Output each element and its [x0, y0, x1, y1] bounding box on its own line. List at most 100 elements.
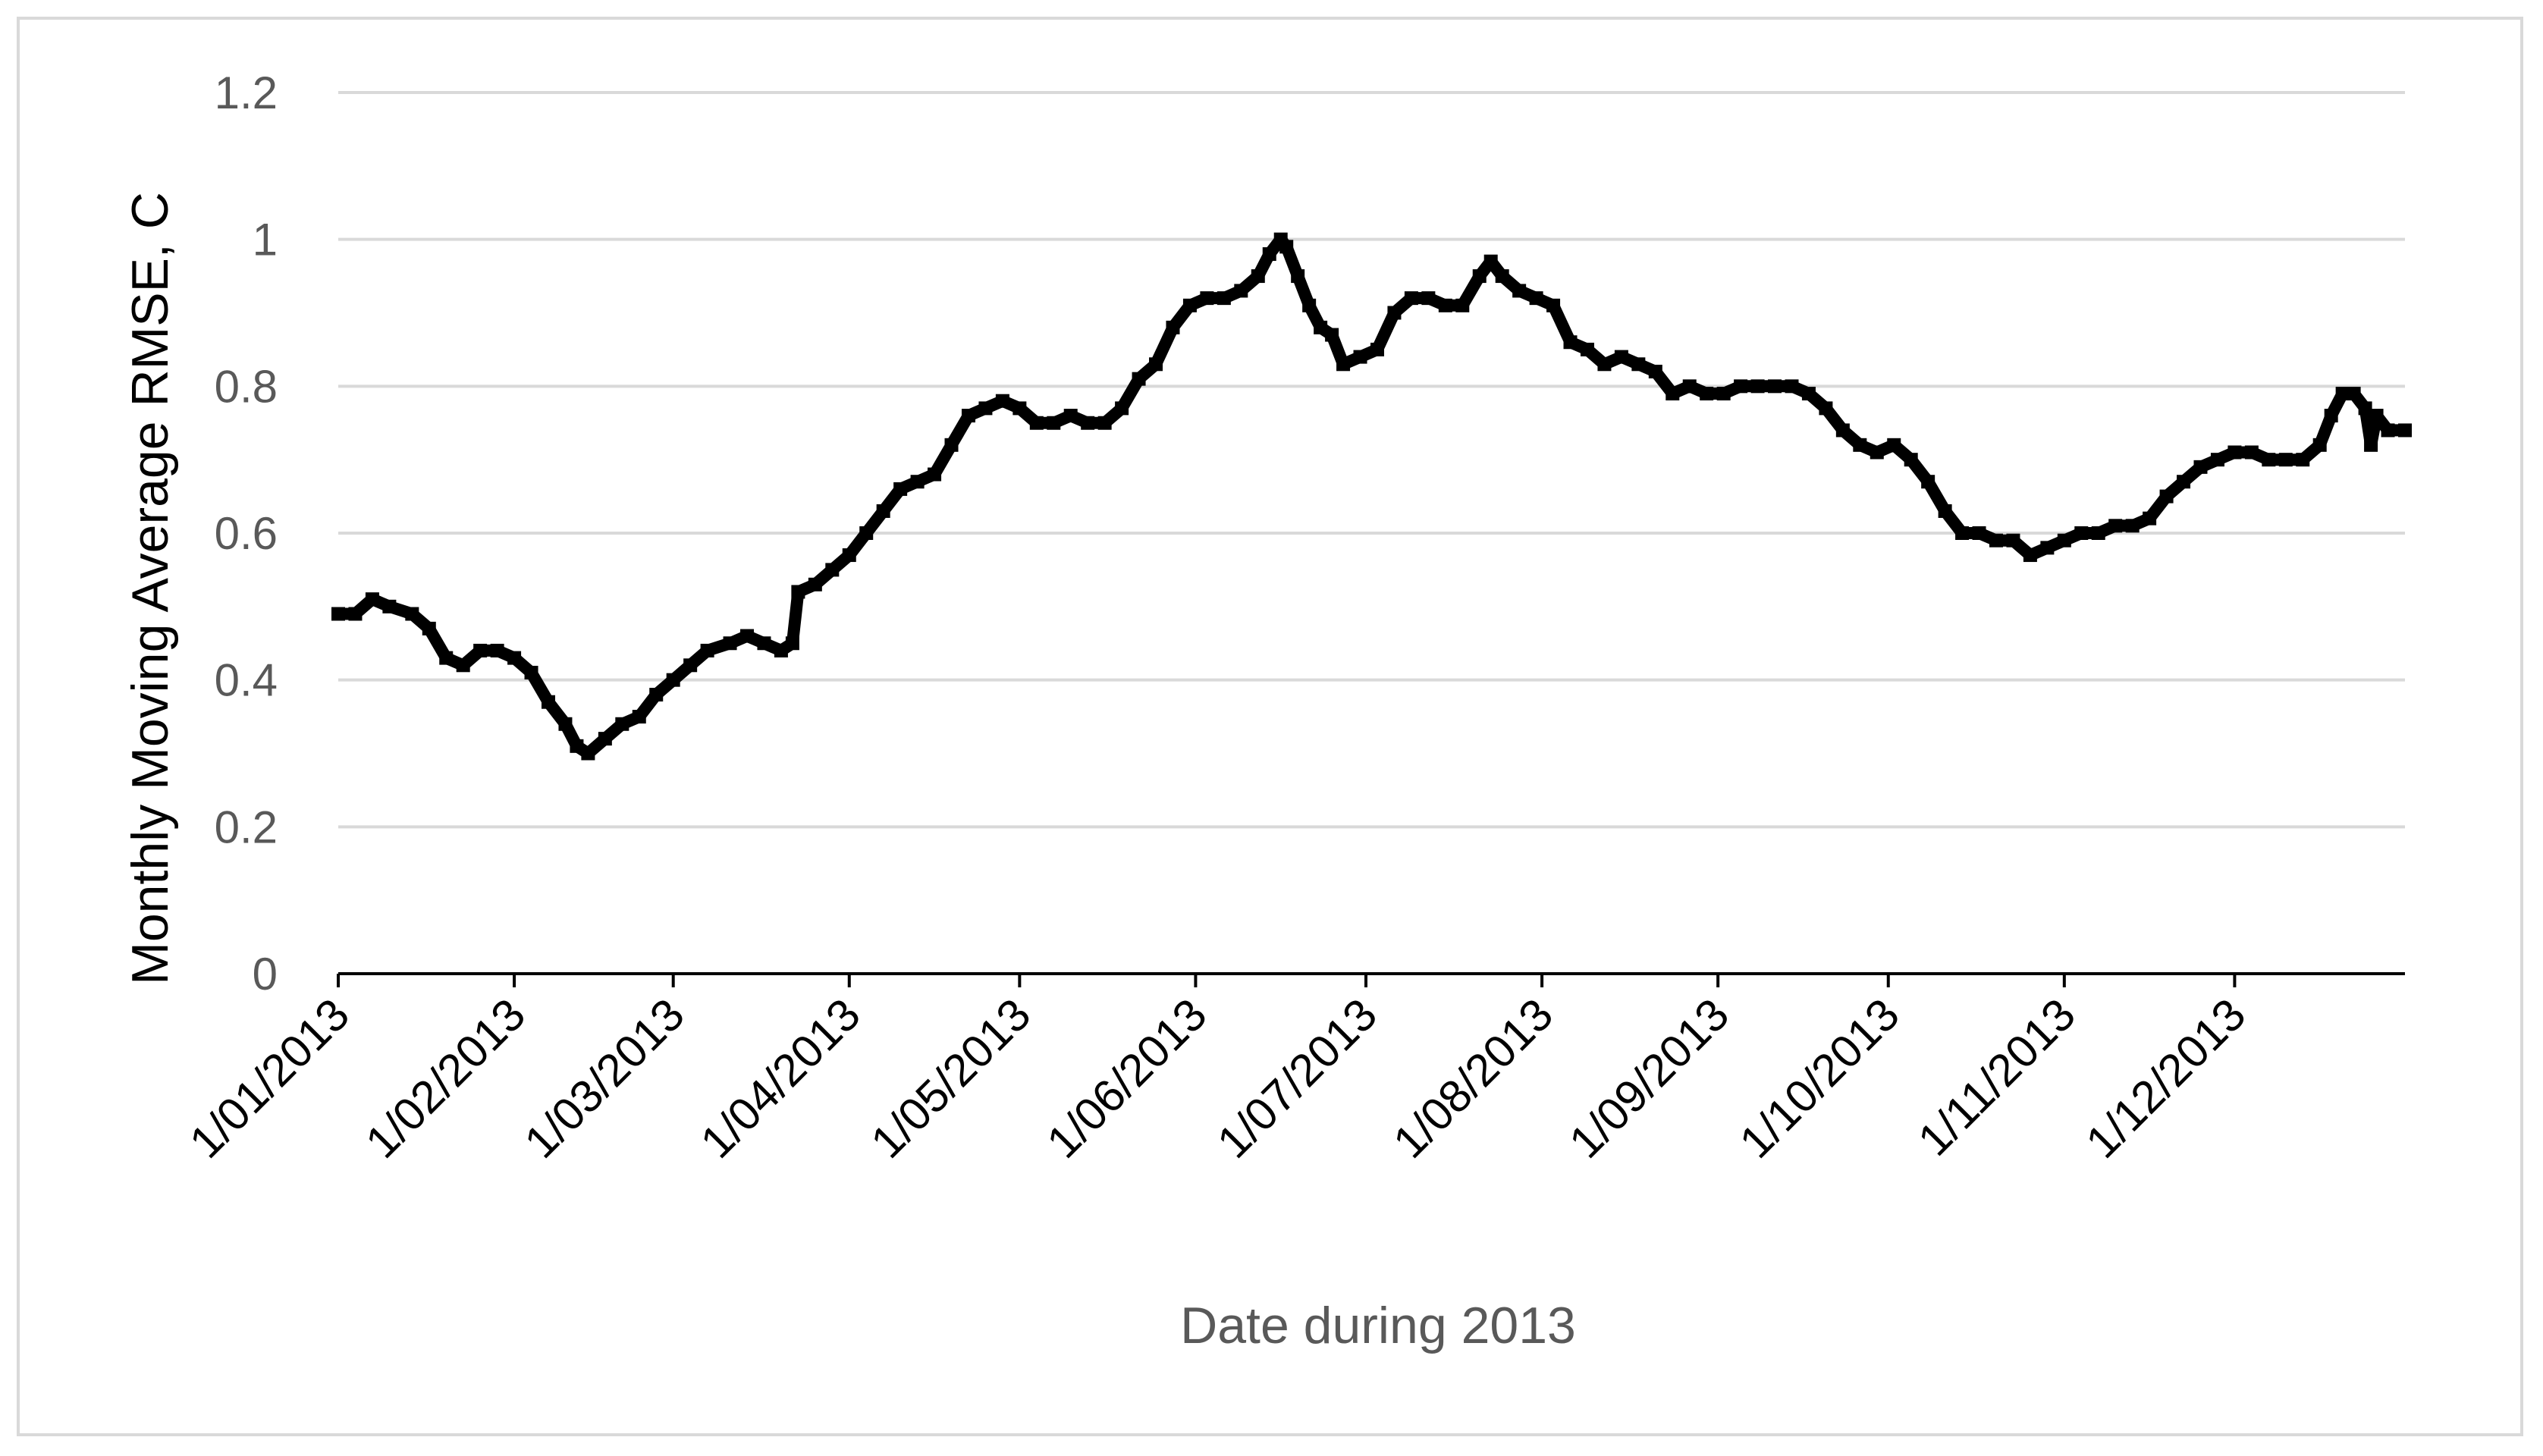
data-point — [2278, 453, 2293, 467]
y-tick-label: 1 — [253, 215, 278, 265]
data-point — [1819, 401, 1833, 416]
data-point — [1853, 438, 1867, 452]
data-point — [1700, 387, 1714, 401]
data-point — [1012, 401, 1027, 416]
data-point — [570, 739, 584, 753]
data-point — [1149, 357, 1163, 372]
data-point — [928, 467, 942, 482]
data-point — [1081, 416, 1095, 430]
data-point — [2262, 453, 2276, 467]
y-tick-label: 0.6 — [215, 508, 278, 559]
data-point — [1132, 372, 1146, 386]
data-point — [2358, 401, 2372, 416]
data-point — [1182, 298, 1197, 312]
data-point — [2057, 533, 2071, 548]
x-tick-label: 1/08/2013 — [1383, 989, 1562, 1168]
data-point — [1768, 379, 1782, 394]
data-point — [944, 438, 959, 452]
data-point — [1404, 291, 1418, 306]
data-point — [1314, 320, 1328, 334]
x-axis-title: Date during 2013 — [1180, 1297, 1576, 1354]
data-point — [1835, 423, 1850, 438]
data-point — [1666, 387, 1680, 401]
data-point — [2227, 445, 2242, 460]
data-point — [365, 592, 379, 607]
data-point — [910, 475, 925, 489]
data-point — [2369, 409, 2384, 423]
x-axis-tick-labels: 1/01/20131/02/20131/03/20131/04/20131/05… — [180, 989, 2256, 1168]
data-point — [1115, 401, 1129, 416]
data-point — [1200, 291, 1214, 306]
data-point — [1955, 526, 1970, 540]
data-point — [2210, 453, 2224, 467]
data-point — [1887, 438, 1901, 452]
data-point — [598, 732, 612, 746]
data-point — [2398, 423, 2412, 438]
data-point — [331, 607, 345, 621]
gridlines — [338, 91, 2405, 829]
data-point — [1325, 328, 1339, 342]
data-point — [774, 643, 788, 657]
data-point — [1217, 291, 1231, 306]
data-point — [1546, 298, 1561, 312]
data-point — [808, 577, 822, 592]
data-point — [1529, 291, 1543, 306]
y-tick-label: 1.2 — [215, 67, 278, 118]
data-point — [1438, 298, 1452, 312]
data-point — [1750, 379, 1765, 394]
series-line — [331, 232, 2412, 761]
data-point — [1734, 379, 1748, 394]
data-point — [2364, 438, 2378, 452]
data-point — [2159, 489, 2174, 504]
data-point — [723, 636, 737, 651]
data-point — [1370, 342, 1384, 356]
data-point — [1279, 240, 1294, 254]
data-point — [1029, 416, 1044, 430]
data-point — [615, 717, 629, 731]
data-point — [2040, 541, 2055, 555]
series-line-0 — [332, 233, 2411, 760]
data-point — [2324, 409, 2338, 423]
data-point — [2347, 387, 2361, 401]
data-point — [1063, 409, 1078, 423]
data-point — [382, 599, 397, 613]
data-point — [1682, 379, 1697, 394]
data-point — [1336, 357, 1351, 372]
data-point — [1614, 350, 1628, 364]
data-point — [1989, 533, 2003, 548]
data-point — [666, 673, 680, 687]
data-point — [2244, 445, 2259, 460]
x-tick-label: 1/06/2013 — [1037, 989, 1216, 1168]
x-tick-label: 1/12/2013 — [2076, 989, 2255, 1168]
data-point — [1302, 298, 1317, 312]
x-tick-label: 1/01/2013 — [180, 989, 359, 1168]
data-point — [2143, 511, 2157, 526]
x-tick-label: 1/09/2013 — [1559, 989, 1738, 1168]
data-point — [581, 746, 595, 761]
data-point — [1262, 247, 1276, 262]
data-point — [700, 643, 714, 657]
data-point — [740, 629, 755, 643]
data-point — [405, 607, 419, 621]
y-tick-label: 0.2 — [215, 802, 278, 852]
data-point — [825, 563, 840, 577]
x-tick-label: 1/11/2013 — [1908, 989, 2085, 1166]
data-point — [2074, 526, 2089, 540]
x-tick-label: 1/05/2013 — [861, 989, 1040, 1168]
data-point — [1291, 269, 1305, 284]
data-point — [1234, 284, 1248, 298]
data-point — [473, 643, 488, 657]
data-point — [791, 585, 805, 599]
data-point — [649, 688, 664, 702]
data-point — [2125, 519, 2140, 533]
data-point — [1716, 387, 1731, 401]
data-point — [2381, 423, 2395, 438]
data-point — [1421, 291, 1436, 306]
data-point — [961, 409, 975, 423]
data-point — [1938, 504, 1952, 518]
data-point — [558, 717, 573, 731]
data-point — [785, 636, 799, 651]
x-axis — [337, 972, 2405, 987]
data-point — [490, 643, 504, 657]
y-axis-title: Monthly Moving Average RMSE, C — [121, 192, 179, 985]
